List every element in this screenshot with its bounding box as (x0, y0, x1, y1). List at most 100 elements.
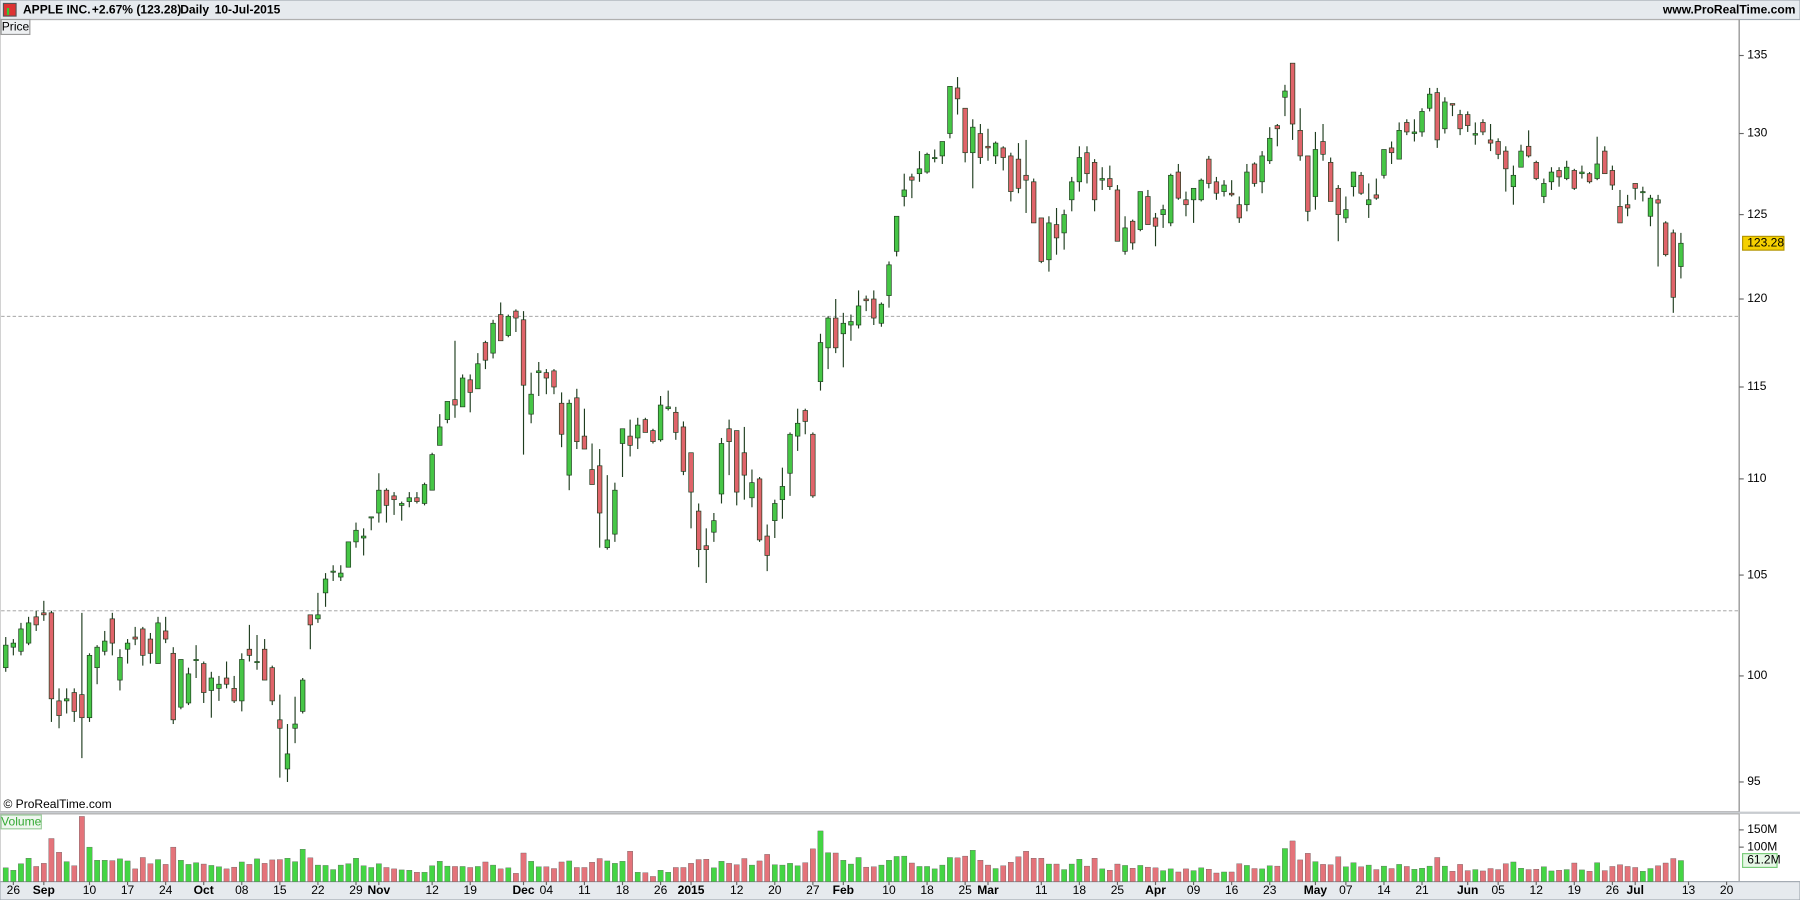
candle-body (711, 520, 717, 533)
x-tick-label: Jul (1627, 883, 1644, 897)
volume-bar (315, 864, 321, 882)
candle-body (1624, 204, 1631, 209)
volume-bar (1236, 863, 1243, 882)
volume-bar (1632, 867, 1639, 882)
volume-bar (330, 869, 336, 882)
x-tick-label: 07 (1339, 883, 1353, 897)
volume-bar (756, 860, 763, 882)
candle-body (269, 667, 275, 702)
volume-bar (1624, 866, 1631, 882)
volume-bar (1662, 862, 1669, 882)
volume-bar (1023, 851, 1029, 882)
candle-body (1038, 217, 1044, 262)
x-tick-label: 16 (1225, 883, 1239, 897)
price-label-box[interactable] (0, 18, 31, 36)
volume-bar (1000, 865, 1007, 882)
candle-body (1366, 199, 1372, 206)
volume-bar (726, 863, 732, 882)
volume-bar (680, 867, 687, 882)
candle-body (1145, 196, 1151, 225)
volume-bar (916, 866, 923, 882)
x-tick-label: 25 (1111, 883, 1125, 897)
x-tick-label: 17 (121, 883, 135, 897)
x-tick-label: 04 (540, 883, 554, 897)
candle-body (1434, 92, 1440, 141)
candle-body (1525, 145, 1532, 157)
candle-body (147, 638, 154, 654)
volume-bar (817, 830, 824, 882)
y-tick-label: 135 (1747, 48, 1767, 62)
volume-bar (977, 860, 984, 882)
candle-body (574, 397, 580, 442)
candle-body (1373, 194, 1379, 199)
date: 10-Jul-2015 (215, 3, 281, 17)
x-tick-label: 29 (349, 883, 363, 897)
x-tick-label: 20 (768, 883, 782, 897)
volume-bar (924, 866, 930, 882)
x-tick-label: 12 (730, 883, 744, 897)
candle-body (817, 342, 824, 382)
volume-bar (345, 863, 352, 882)
volume-bar (246, 864, 253, 882)
volume-label-box[interactable] (0, 814, 42, 830)
candle-body (543, 372, 550, 379)
volume-bar (634, 872, 641, 882)
site-link[interactable]: www.ProRealTime.com (1662, 3, 1796, 17)
volume-bar (1076, 859, 1083, 882)
volume-bar (1206, 869, 1212, 882)
x-tick-label: 2015 (678, 883, 705, 897)
candle-body (1289, 62, 1296, 125)
volume-bar (535, 866, 542, 882)
x-tick-label: 20 (1720, 883, 1734, 897)
volume-bar (482, 861, 489, 882)
x-tick-label: Nov (367, 883, 390, 897)
candle-body (924, 153, 930, 173)
volume-bar (1266, 865, 1273, 882)
volume-bar (1548, 870, 1555, 882)
candle-body (1244, 171, 1250, 206)
candle-body (566, 402, 572, 476)
volume-bar (223, 868, 230, 882)
volume-bar (764, 854, 770, 882)
volume-bar (672, 867, 679, 882)
candle-body (1350, 171, 1357, 188)
candle-body (163, 630, 169, 640)
volume-bar (185, 864, 192, 882)
watermark: © ProRealTime.com (3, 797, 111, 811)
volume-bar (741, 858, 748, 882)
volume-bar (261, 863, 268, 882)
candle-body (909, 176, 915, 181)
volume-bar (421, 872, 428, 882)
volume-bar (94, 860, 100, 882)
candle-body (1175, 171, 1181, 199)
candle-body (1472, 133, 1478, 136)
candle-body (505, 315, 511, 336)
candle-body (893, 215, 900, 252)
volume-bar (909, 862, 915, 882)
y-tick-label: 100 (1747, 668, 1767, 682)
candle-body (452, 399, 458, 406)
y-tick-label: 130 (1747, 126, 1767, 140)
x-tick-label: 19 (1568, 883, 1582, 897)
candle-body (1495, 141, 1501, 155)
volume-bar (475, 866, 481, 882)
candle-body (391, 495, 397, 501)
candle-body (490, 322, 496, 354)
volume-bar (520, 852, 527, 882)
volume-bar (947, 857, 953, 882)
candle-body (597, 465, 603, 514)
candle-body (498, 314, 504, 342)
volume-bar (825, 852, 831, 882)
volume-bar (855, 857, 862, 882)
volume-bar (1655, 865, 1661, 882)
candle-body (1678, 242, 1684, 267)
candle-body (1137, 191, 1143, 230)
volume-panel-label: Volume (1, 815, 41, 829)
candle-body (1571, 170, 1577, 189)
volume-bar (619, 861, 626, 882)
volume-bar (360, 865, 367, 882)
volume-bar (40, 863, 47, 882)
candle-body (376, 489, 382, 514)
candle-body (536, 370, 542, 374)
volume-bar (1061, 869, 1067, 882)
